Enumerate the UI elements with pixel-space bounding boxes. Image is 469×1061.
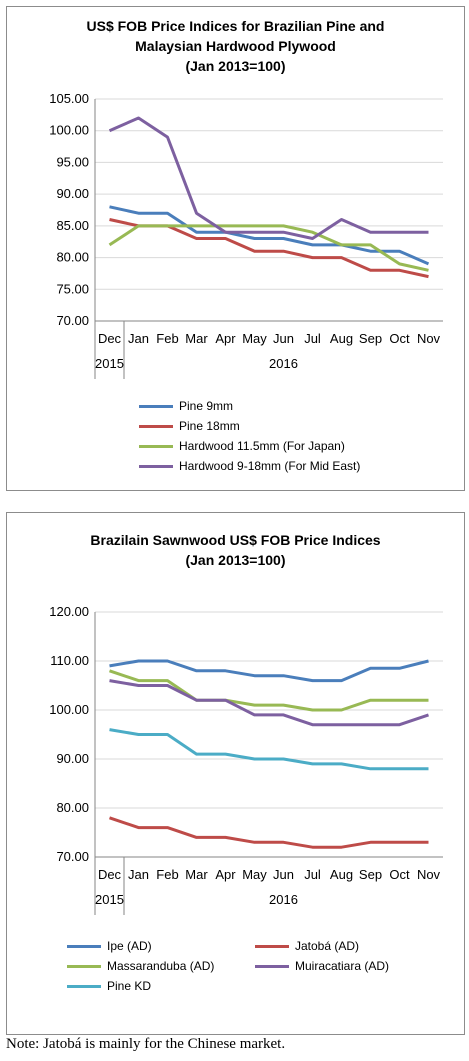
plywood-chart-panel: US$ FOB Price Indices for Brazilian Pine…	[6, 6, 465, 491]
legend-swatch	[139, 465, 173, 469]
legend-label: Hardwood 11.5mm (For Japan)	[179, 439, 345, 453]
y-tick-label: 90.00	[56, 751, 89, 766]
legend-item: Pine KD	[67, 979, 151, 993]
legend-label: Hardwood 9-18mm (For Mid East)	[179, 459, 361, 473]
plywood-chart-plot: 105.00 100.00 95.00 90.00 85.00 80.00 75.00 70.…	[49, 91, 443, 379]
legend-swatch	[67, 985, 101, 989]
x-tick-label: Oct	[389, 867, 410, 882]
y-tick-label: 85.00	[56, 218, 89, 233]
series-line-4	[108, 116, 429, 240]
legend-label: Pine 18mm	[179, 419, 240, 433]
legend-item: Jatobá (AD)	[255, 939, 359, 953]
series-line-5	[109, 728, 429, 771]
x-tick-label: Apr	[215, 331, 236, 346]
legend-swatch	[139, 425, 173, 429]
y-tick-label: 80.00	[56, 250, 89, 265]
x-tick-label: Nov	[417, 867, 441, 882]
y-tick-label: 100.00	[49, 702, 89, 717]
legend-swatch	[255, 965, 289, 969]
series-line-2	[109, 218, 429, 279]
year-label: 2016	[269, 356, 298, 371]
series-line-2	[109, 816, 429, 849]
x-tick-label: Sep	[359, 331, 382, 346]
y-tick-label: 70.00	[56, 849, 89, 864]
x-tick-label: Aug	[330, 331, 353, 346]
x-tick-label: Apr	[215, 867, 236, 882]
legend-swatch	[67, 965, 101, 969]
y-tick-label: 70.00	[56, 313, 89, 328]
legend-swatch	[255, 945, 289, 949]
y-tick-label: 75.00	[56, 281, 89, 296]
x-tick-label: Nov	[417, 331, 441, 346]
series-line-3	[108, 224, 429, 272]
legend-label: Pine KD	[107, 979, 152, 993]
chart-title-line-1: Brazilain Sawnwood US$ FOB Price Indices	[90, 532, 381, 548]
x-tick-label: Jul	[304, 867, 321, 882]
x-tick-label: Feb	[156, 867, 178, 882]
y-tick-label: 100.00	[49, 123, 89, 138]
chart-title-line-2: Malaysian Hardwood Plywood	[135, 38, 336, 54]
x-tick-label: Dec	[98, 867, 122, 882]
legend-item: Pine 9mm	[139, 399, 233, 413]
x-tick-label: Mar	[185, 867, 208, 882]
legend-swatch	[139, 405, 173, 409]
chart-title-line-3: (Jan 2013=100)	[185, 58, 286, 74]
legend-label: Massaranduba (AD)	[107, 959, 215, 973]
x-tick-label: Jul	[304, 331, 321, 346]
x-tick-label: Jun	[273, 331, 294, 346]
footnote: Note: Jatobá is mainly for the Chinese m…	[6, 1036, 286, 1052]
legend-item: Hardwood 9-18mm (For Mid East)	[139, 459, 360, 473]
x-tick-label: Aug	[330, 867, 353, 882]
x-tick-label: Feb	[156, 331, 178, 346]
y-tick-label: 80.00	[56, 800, 89, 815]
chart-title-line-2: (Jan 2013=100)	[185, 552, 286, 568]
series-line-1	[109, 659, 429, 683]
series-line-1	[109, 205, 430, 266]
chart-title-line-1: US$ FOB Price Indices for Brazilian Pine…	[86, 18, 385, 34]
legend-item: Massaranduba (AD)	[67, 959, 214, 973]
legend-label: Jatobá (AD)	[295, 939, 360, 953]
x-tick-label: Sep	[359, 867, 382, 882]
legend-label: Pine 9mm	[179, 399, 234, 413]
y-tick-label: 90.00	[56, 186, 89, 201]
y-tick-label: 105.00	[49, 91, 89, 106]
x-tick-label: May	[242, 331, 267, 346]
series-line-3	[109, 669, 429, 712]
x-tick-label: Jan	[128, 867, 149, 882]
legend-swatch	[67, 945, 101, 949]
year-label: 2015	[95, 892, 124, 907]
y-tick-label: 95.00	[56, 154, 89, 169]
y-tick-label: 110.00	[50, 653, 89, 668]
x-tick-label: May	[242, 867, 267, 882]
x-tick-label: Dec	[98, 331, 122, 346]
legend-item: Ipe (AD)	[67, 939, 152, 953]
year-label: 2015	[95, 356, 124, 371]
x-tick-label: Oct	[389, 331, 410, 346]
sawnwood-chart-plot: 120.00 110.00 100.00 90.00 80.00 70.00 Dec Jan F…	[49, 604, 443, 915]
x-tick-label: Jun	[273, 867, 294, 882]
x-tick-label: Jan	[128, 331, 149, 346]
legend-item: Hardwood 11.5mm (For Japan)	[139, 439, 345, 453]
year-label: 2016	[269, 892, 298, 907]
legend-swatch	[139, 445, 173, 449]
legend-item: Muiracatiara (AD)	[255, 959, 389, 973]
legend-label: Ipe (AD)	[107, 939, 152, 953]
y-tick-label: 120.00	[49, 604, 89, 619]
legend-label: Muiracatiara (AD)	[295, 959, 390, 973]
x-tick-label: Mar	[185, 331, 208, 346]
legend-item: Pine 18mm	[139, 419, 240, 433]
series-line-4	[109, 679, 429, 727]
sawnwood-chart-panel: Brazilain Sawnwood US$ FOB Price Indices…	[6, 512, 465, 1035]
